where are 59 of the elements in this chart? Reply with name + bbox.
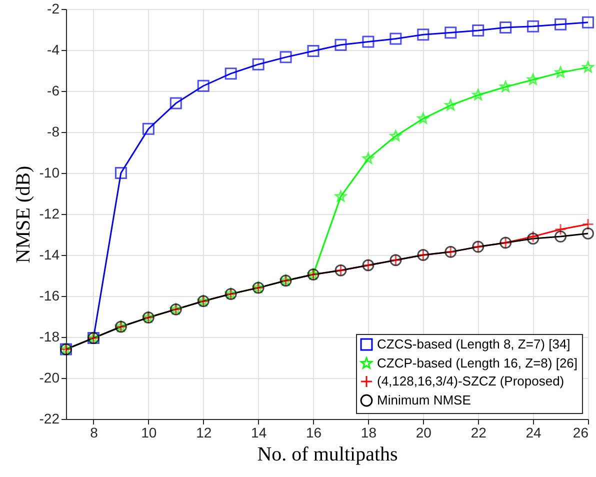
- y-axis-title: NMSE (dB): [12, 166, 34, 264]
- point: [444, 26, 457, 39]
- point: [362, 36, 374, 48]
- x-tick-label: 24: [526, 424, 542, 440]
- x-tick-label: 16: [306, 424, 322, 440]
- y-tick-label: -8: [47, 124, 60, 140]
- point: [197, 80, 210, 92]
- legend-label: CZCP-based (Length 16, Z=8) [26]: [377, 356, 578, 370]
- point: [390, 32, 402, 45]
- x-tick-label: 14: [251, 424, 267, 440]
- x-tick-label: 22: [470, 424, 487, 440]
- x-tick-label: 18: [360, 424, 377, 440]
- point: [444, 99, 456, 110]
- point: [472, 89, 484, 100]
- point: [280, 51, 292, 64]
- y-tick-label: -20: [39, 370, 60, 386]
- legend-label: (4,128,16,3/4)-SZCZ (Proposed): [377, 374, 564, 388]
- point: [142, 122, 154, 135]
- point: [582, 218, 594, 230]
- point: [362, 152, 374, 164]
- point: [527, 20, 540, 32]
- y-tick-label: -14: [39, 246, 60, 262]
- point: [554, 18, 567, 30]
- y-tick-label: -16: [39, 288, 60, 304]
- point: [114, 167, 127, 179]
- y-tick-label: -2: [47, 0, 60, 16]
- point: [170, 97, 182, 110]
- point: [582, 16, 594, 28]
- point: [527, 74, 539, 85]
- x-axis-title: No. of multipaths: [257, 444, 398, 466]
- point: [500, 21, 512, 34]
- y-tick-label: -22: [39, 410, 60, 426]
- point: [224, 68, 237, 80]
- y-tick-label: -6: [47, 82, 60, 98]
- x-tick-label: 20: [416, 424, 432, 440]
- point: [307, 45, 320, 58]
- point: [554, 66, 566, 78]
- y-tick-label: -12: [39, 206, 60, 222]
- point: [252, 58, 264, 70]
- point: [582, 227, 594, 240]
- point: [334, 38, 347, 51]
- y-tick-label: -10: [39, 164, 60, 180]
- point: [582, 61, 594, 72]
- point: [390, 130, 402, 142]
- point: [472, 24, 484, 37]
- legend-label: CZCS-based (Length 8, Z=7) [34]: [377, 336, 570, 352]
- point: [500, 80, 512, 92]
- x-tick-label: 26: [572, 424, 589, 440]
- point: [417, 28, 430, 41]
- legend-label: Minimum NMSE: [377, 392, 472, 408]
- point: [554, 223, 567, 236]
- x-tick-label: 8: [90, 424, 98, 440]
- y-tick-label: -18: [39, 328, 60, 344]
- x-tick-label: 12: [196, 424, 212, 440]
- point: [554, 230, 567, 243]
- x-tick-label: 10: [141, 424, 157, 440]
- y-tick-label: -4: [47, 42, 60, 58]
- point: [335, 190, 346, 202]
- point: [417, 112, 429, 124]
